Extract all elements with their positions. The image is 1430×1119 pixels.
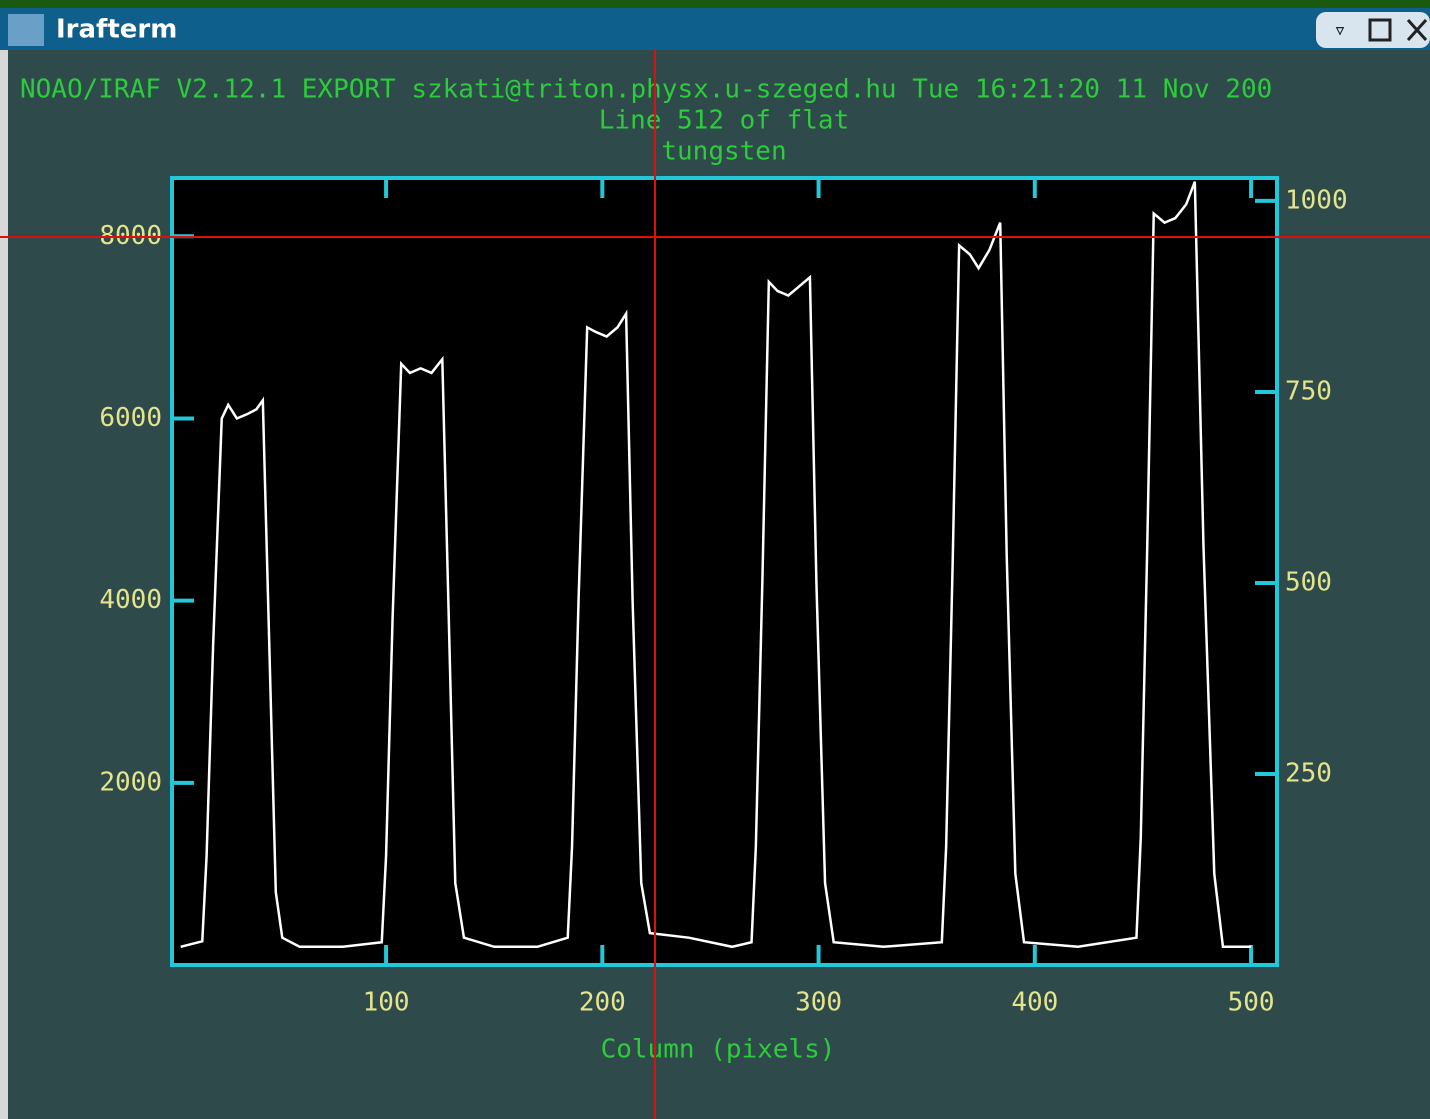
- window-controls: [1316, 12, 1430, 48]
- data-line: [180, 181, 1252, 949]
- plot-subtitle: Line 512 of flat: [599, 106, 849, 136]
- y2-tick-label: 1000: [1285, 185, 1348, 215]
- y2-tick-label: 750: [1285, 376, 1332, 406]
- x-tick-label: 200: [579, 988, 626, 1018]
- window-title: Irafterm: [56, 15, 177, 45]
- window-icon[interactable]: [8, 14, 44, 46]
- x-axis-label: Column (pixels): [601, 1035, 836, 1065]
- x-tick-label: 300: [795, 988, 842, 1018]
- plot-annotation: tungsten: [661, 137, 786, 167]
- y-tick-label: 4000: [99, 585, 162, 615]
- y-tick-label: 6000: [99, 403, 162, 433]
- title-bar: [0, 8, 1430, 50]
- x-tick-label: 500: [1228, 988, 1275, 1018]
- plot-header: NOAO/IRAF V2.12.1 EXPORT szkati@triton.p…: [20, 75, 1272, 105]
- maximize-button[interactable]: [1368, 18, 1392, 42]
- plot-area: [170, 176, 1279, 967]
- x-tick-label: 400: [1011, 988, 1058, 1018]
- y2-tick-label: 500: [1285, 567, 1332, 597]
- desktop-strip: [0, 0, 1430, 8]
- y2-tick-label: 250: [1285, 758, 1332, 788]
- minimize-button[interactable]: ▿: [1333, 18, 1346, 43]
- close-button[interactable]: [1406, 18, 1428, 42]
- x-tick-label: 100: [363, 988, 410, 1018]
- window-border: [0, 50, 8, 1119]
- y-tick-label: 2000: [99, 767, 162, 797]
- y-tick-label: 8000: [99, 221, 162, 251]
